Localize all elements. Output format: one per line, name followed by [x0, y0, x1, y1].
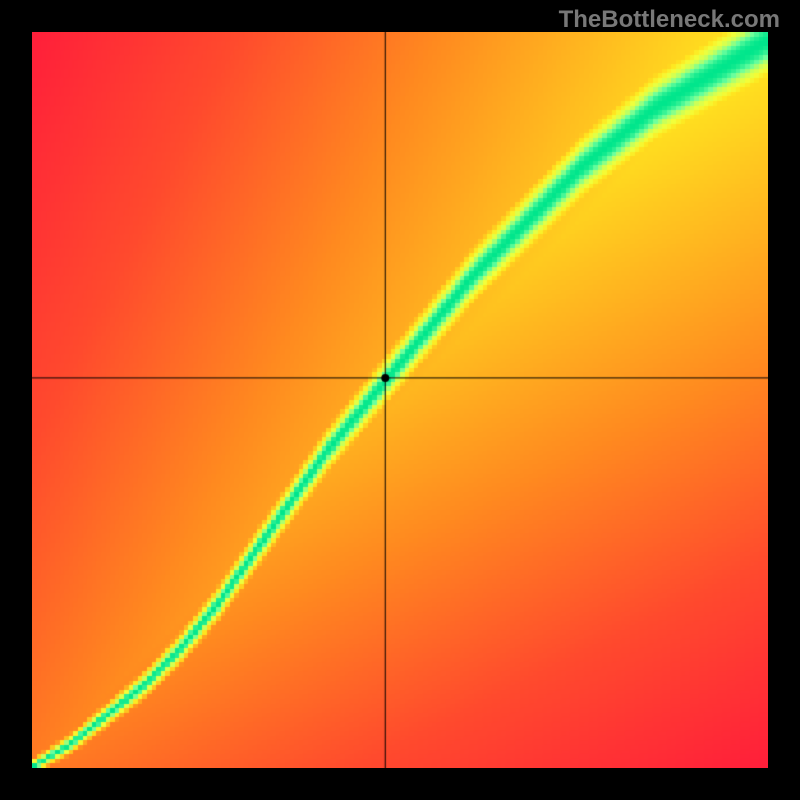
watermark-text: TheBottleneck.com	[559, 6, 780, 34]
bottleneck-heatmap	[32, 32, 768, 768]
chart-container: TheBottleneck.com	[0, 0, 800, 800]
